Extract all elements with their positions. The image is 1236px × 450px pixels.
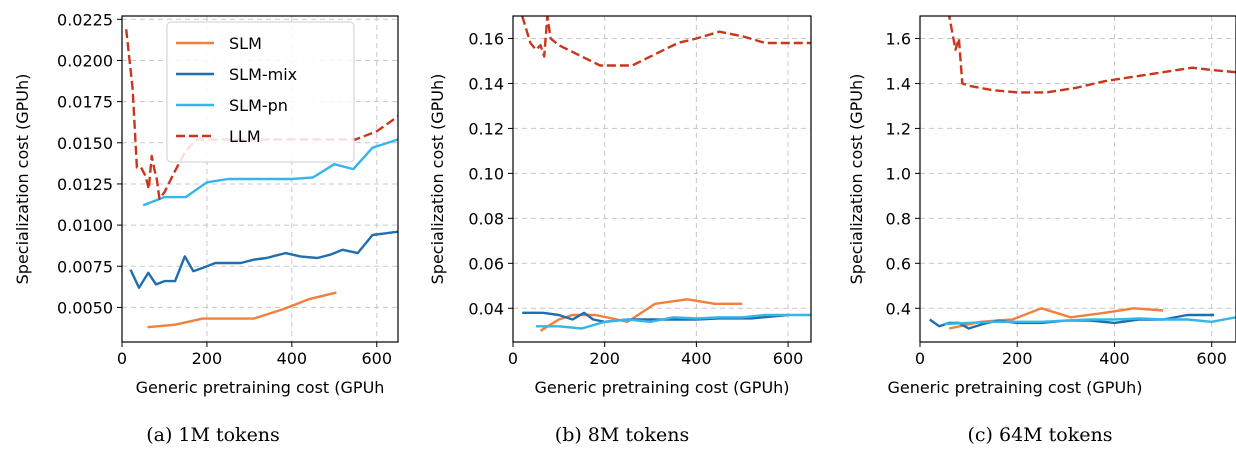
x-axis-label-a: Generic pretraining cost (GPUh: [136, 378, 385, 397]
y-tick-label-b-6: 0.16: [468, 29, 504, 48]
y-tick-label-c-0: 0.4: [886, 299, 911, 318]
y-axis-label-a: Specialization cost (GPUh): [13, 74, 32, 285]
y-tick-label-a-1: 0.0075: [57, 257, 113, 276]
series-group-b: [521, 16, 811, 332]
y-tick-label-a-5: 0.0175: [57, 93, 113, 112]
series-line-slm-b: [539, 298, 743, 332]
series-line-slm-pn-c: [944, 316, 1236, 326]
legend-label-slm-mix: SLM-mix: [229, 65, 297, 84]
legend-label-slm: SLM: [229, 34, 262, 53]
y-tick-label-b-3: 0.10: [468, 164, 504, 183]
caption-a: (a) 1M tokens: [146, 424, 280, 446]
x-tick-label-a-1: 200: [192, 349, 223, 368]
y-tick-label-c-5: 1.4: [886, 74, 911, 93]
series-group-c: [929, 16, 1236, 330]
x-axis-label-c: Generic pretraining cost (GPUh): [887, 378, 1142, 397]
x-tick-label-c-3: 600: [1196, 349, 1227, 368]
caption-b: (b) 8M tokens: [554, 424, 690, 446]
chart-a: 0 200 400 600 0.0050 0.0075 0.0100 0.0125 0.0150…: [13, 10, 399, 397]
y-tick-label-b-1: 0.06: [468, 254, 504, 273]
y-axis-label-b: Specialization cost (GPUh): [428, 74, 447, 285]
y-tick-label-a-4: 0.0150: [57, 134, 113, 153]
y-tick-label-a-2: 0.0100: [57, 216, 113, 235]
y-tick-label-c-4: 1.2: [886, 119, 911, 138]
y-axis-label-c: Specialization cost (GPUh): [847, 74, 866, 285]
y-tick-label-c-2: 0.8: [886, 209, 911, 228]
series-line-slm-a: [147, 291, 337, 329]
x-tick-label-a-0: 0: [117, 349, 127, 368]
y-tick-label-b-5: 0.14: [468, 74, 504, 93]
y-tick-label-a-3: 0.0125: [57, 175, 113, 194]
legend-a: SLM SLM-mix SLM-pn LLM: [166, 21, 355, 163]
legend-label-llm: LLM: [229, 127, 261, 146]
y-tick-label-a-6: 0.0200: [57, 51, 113, 70]
x-tick-label-a-2: 400: [277, 349, 308, 368]
y-tick-label-b-4: 0.12: [468, 119, 504, 138]
series-line-slm-pn-a: [142, 138, 398, 207]
y-tick-label-c-3: 1.0: [886, 164, 911, 183]
chart-b: 0 200 400 600 0.04 0.06 0.08 0.10 0.12 0.14 0.16 Ge…: [428, 15, 812, 397]
series-line-llm-b: [521, 16, 811, 67]
chart-c: 0 200 400 600 0.4 0.6 0.8 1.0 1.2 1.4 1.6 Generic p…: [847, 15, 1236, 397]
x-tick-label-b-2: 400: [681, 349, 712, 368]
x-axis-label-b: Generic pretraining cost (GPUh): [534, 378, 789, 397]
series-line-slm-mix-a: [129, 230, 398, 289]
plot-frame-a: [121, 15, 399, 343]
y-tick-label-c-1: 0.6: [886, 254, 911, 273]
legend-box: [166, 21, 355, 163]
y-tick-label-c-6: 1.6: [886, 29, 911, 48]
y-tick-label-a-7: 0.0225: [57, 10, 113, 29]
x-tick-label-b-0: 0: [508, 349, 518, 368]
caption-c: (c) 64M tokens: [967, 424, 1113, 446]
series-line-llm-c: [947, 16, 1236, 94]
y-tick-label-a-0: 0.0050: [57, 298, 113, 317]
y-tick-label-b-0: 0.04: [468, 299, 504, 318]
legend-label-slm-pn: SLM-pn: [229, 96, 288, 115]
x-tick-label-c-0: 0: [915, 349, 925, 368]
x-tick-label-a-3: 600: [361, 349, 392, 368]
plot-frame-b: [512, 15, 812, 343]
x-tick-label-c-2: 400: [1099, 349, 1130, 368]
series-line-slm-pn-b: [535, 313, 811, 330]
plot-frame-c: [919, 15, 1236, 343]
y-tick-label-b-2: 0.08: [468, 209, 504, 228]
x-tick-label-b-3: 600: [773, 349, 804, 368]
x-tick-label-b-1: 200: [589, 349, 620, 368]
x-tick-label-c-1: 200: [1002, 349, 1033, 368]
